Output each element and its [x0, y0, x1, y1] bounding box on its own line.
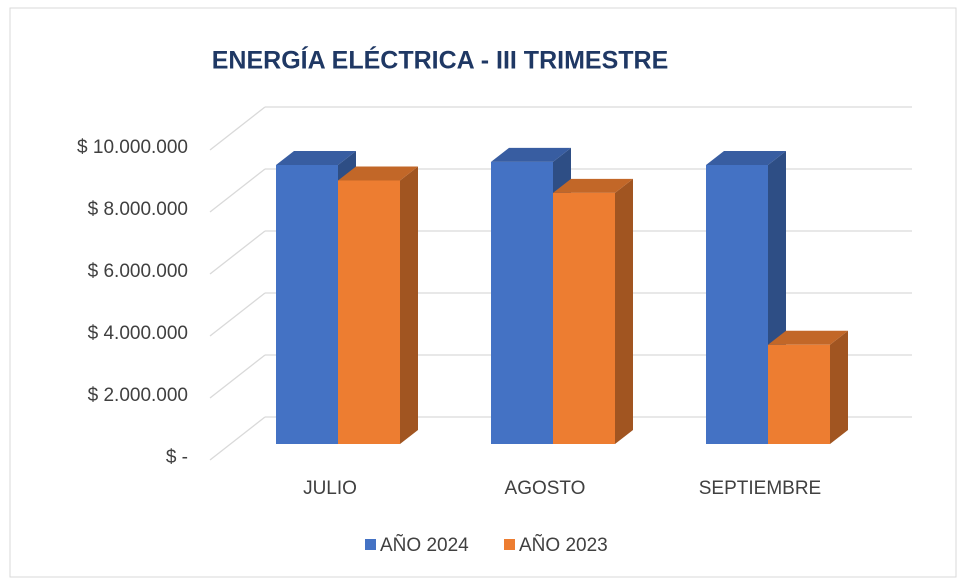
bar-front	[276, 165, 338, 444]
x-tick-label: AGOSTO	[505, 478, 586, 499]
y-tick-label: $ 2.000.000	[88, 385, 188, 406]
legend-swatch	[365, 539, 376, 550]
legend-label: AÑO 2023	[519, 534, 608, 556]
y-tick-label: $ 6.000.000	[88, 261, 188, 282]
bar-front	[768, 344, 830, 444]
bar	[768, 330, 848, 444]
grid-line-side	[209, 106, 266, 151]
bar-top	[553, 178, 633, 193]
chart-title: ENERGÍA ELÉCTRICA - III TRIMESTRE	[212, 46, 669, 75]
y-tick-label: $ 8.000.000	[88, 199, 188, 220]
bar-side	[400, 166, 418, 444]
y-tick-label: $ 10.000.000	[77, 137, 188, 158]
x-tick-label: JULIO	[303, 478, 357, 499]
legend-swatch	[504, 539, 515, 550]
grid-line-side	[209, 292, 266, 337]
bar-front	[553, 192, 615, 444]
grid-line-side	[209, 168, 266, 213]
bar-front	[491, 161, 553, 444]
x-tick-label: SEPTIEMBRE	[699, 478, 821, 499]
bar-top	[491, 147, 571, 162]
grid-line-side	[209, 416, 266, 461]
bar-front	[706, 165, 768, 444]
bar-front	[338, 180, 400, 444]
y-tick-label: $ 4.000.000	[88, 323, 188, 344]
bar	[338, 166, 418, 444]
y-tick-label: $ -	[166, 447, 188, 468]
bar	[553, 178, 633, 444]
grid-line-side	[209, 230, 266, 275]
bar-top	[768, 330, 848, 345]
bar-top	[276, 151, 356, 165]
bar-side	[830, 330, 848, 444]
legend-label: AÑO 2024	[380, 534, 469, 556]
grid-line-side	[209, 354, 266, 399]
bar-top	[706, 151, 786, 165]
bar-top	[338, 166, 418, 181]
bar-side	[615, 178, 633, 444]
